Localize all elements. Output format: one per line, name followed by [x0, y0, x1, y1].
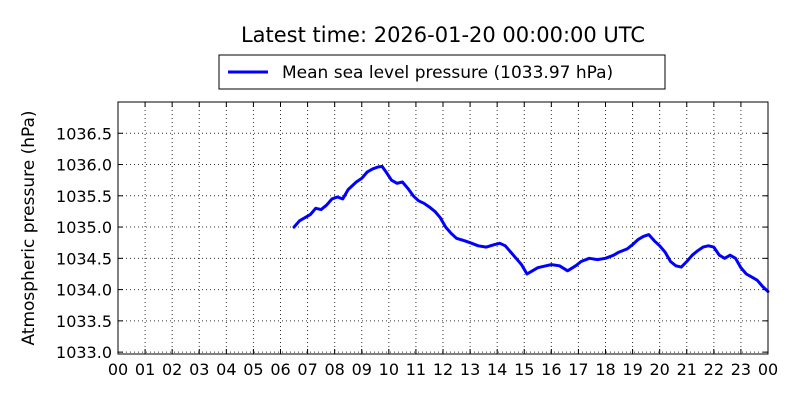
y-tick-label: 1033.5 [56, 312, 112, 331]
x-tick-labels: 00 01 02 03 04 05 06 07 08 09 10 11 12 13 14 15 16 17 18 19… [108, 360, 778, 379]
x-tick-label: 03 [189, 360, 209, 379]
x-tick-label: 16 [541, 360, 561, 379]
ticks [117, 102, 769, 354]
x-tick-label: 04 [216, 360, 236, 379]
x-tick-label: 00 [758, 360, 778, 379]
y-tick-label: 1033.0 [56, 343, 112, 362]
x-tick-label: 02 [162, 360, 182, 379]
series-group [292, 164, 770, 293]
y-axis-label: Atmospheric pressure (hPa) [19, 110, 39, 345]
x-tick-label: 09 [352, 360, 372, 379]
x-tick-label: 10 [379, 360, 399, 379]
y-tick-labels: 1033.0 1033.5 1034.0 1034.5 1035.0 1035.5 1036… [56, 124, 112, 362]
x-tick-label: 20 [649, 360, 669, 379]
grid [118, 102, 768, 354]
x-tick-label: 15 [514, 360, 534, 379]
x-tick-label: 08 [324, 360, 344, 379]
plot-frame [117, 101, 769, 355]
x-tick-label: 14 [487, 360, 507, 379]
x-tick-label: 00 [108, 360, 128, 379]
x-tick-label: 06 [270, 360, 290, 379]
y-tick-label: 1035.0 [56, 218, 112, 237]
y-tick-label: 1036.5 [56, 124, 112, 143]
x-tick-label: 18 [595, 360, 615, 379]
y-tick-label: 1034.5 [56, 249, 112, 268]
legend-box [218, 54, 666, 90]
x-tick-label: 23 [731, 360, 751, 379]
chart-title: Latest time: 2026-01-20 00:00:00 UTC [241, 23, 645, 47]
x-tick-label: 19 [622, 360, 642, 379]
x-tick-label: 01 [135, 360, 155, 379]
y-tick-label: 1035.5 [56, 187, 112, 206]
x-tick-label: 17 [568, 360, 588, 379]
x-tick-label: 05 [243, 360, 263, 379]
y-tick-label: 1034.0 [56, 281, 112, 300]
x-tick-label: 11 [406, 360, 426, 379]
x-tick-label: 22 [704, 360, 724, 379]
series-line-mslp [292, 164, 770, 293]
legend-entry: Mean sea level pressure (1033.97 hPa) [282, 63, 613, 83]
x-tick-label: 21 [677, 360, 697, 379]
legend: Mean sea level pressure (1033.97 hPa) [218, 54, 666, 90]
y-tick-label: 1036.0 [56, 156, 112, 175]
x-tick-label: 07 [297, 360, 317, 379]
x-tick-label: 12 [433, 360, 453, 379]
x-tick-label: 13 [460, 360, 480, 379]
